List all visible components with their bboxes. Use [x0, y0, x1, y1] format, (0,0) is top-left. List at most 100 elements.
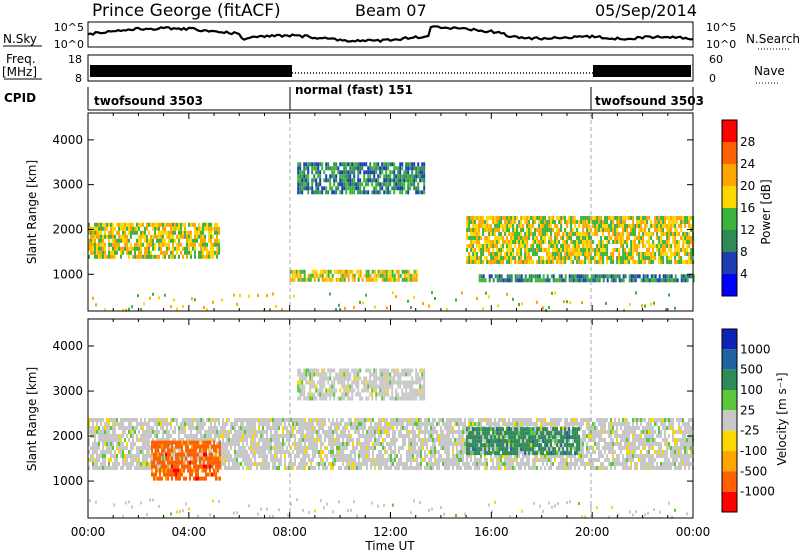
data-cell	[401, 190, 403, 194]
data-cell	[657, 278, 659, 282]
data-cell	[138, 450, 140, 454]
data-cell	[524, 422, 526, 426]
data-cell	[579, 274, 581, 278]
data-cell	[220, 426, 222, 430]
data-cell	[160, 223, 162, 227]
data-cell	[387, 162, 389, 166]
data-cell	[482, 252, 484, 256]
data-cell	[102, 466, 104, 470]
data-cell	[350, 426, 352, 430]
data-cell	[331, 190, 333, 194]
data-cell	[518, 303, 520, 306]
data-cell	[100, 255, 102, 259]
data-cell	[152, 247, 154, 251]
data-cell	[688, 232, 690, 236]
data-cell	[160, 251, 162, 255]
data-cell	[409, 166, 411, 170]
data-cell	[335, 162, 337, 166]
data-cell	[136, 231, 138, 235]
data-cell	[658, 224, 660, 228]
data-cell	[348, 442, 350, 446]
data-cell	[582, 450, 584, 454]
data-cell	[114, 434, 116, 438]
data-cell	[686, 244, 688, 248]
data-cell	[200, 239, 202, 243]
data-cell	[108, 239, 110, 243]
data-cell	[528, 224, 530, 228]
data-cell	[388, 274, 390, 278]
data-cell	[616, 236, 618, 240]
data-cell	[184, 422, 186, 426]
data-cell	[362, 454, 364, 458]
data-cell	[670, 220, 672, 224]
data-cell	[142, 434, 144, 438]
data-cell	[576, 422, 578, 426]
data-cell	[342, 442, 344, 446]
data-cell	[236, 430, 238, 434]
data-cell	[598, 216, 600, 220]
data-cell	[200, 255, 202, 259]
data-cell	[684, 220, 686, 224]
data-cell	[651, 278, 653, 282]
data-cell	[520, 418, 522, 422]
data-cell	[102, 227, 104, 231]
data-cell	[102, 223, 104, 227]
data-cell	[541, 278, 543, 282]
data-cell	[108, 418, 110, 422]
data-cell	[574, 240, 576, 244]
data-cell	[323, 186, 325, 190]
data-cell	[420, 438, 422, 442]
data-cell	[210, 426, 212, 430]
data-cell	[582, 430, 584, 434]
data-cell	[573, 278, 575, 282]
data-cell	[648, 228, 650, 232]
data-cell	[384, 458, 386, 462]
data-cell	[98, 430, 100, 434]
data-cell	[286, 450, 288, 454]
data-cell	[474, 260, 476, 264]
data-cell	[128, 227, 130, 231]
data-cell	[114, 255, 116, 259]
data-cell	[466, 462, 468, 466]
data-cell	[546, 224, 548, 228]
data-cell	[614, 240, 616, 244]
data-cell	[652, 248, 654, 252]
data-cell	[242, 450, 244, 454]
data-cell	[552, 248, 554, 252]
data-cell	[306, 430, 308, 434]
data-cell	[138, 235, 140, 239]
data-cell	[652, 232, 654, 236]
data-cell	[104, 434, 106, 438]
data-cell	[120, 235, 122, 239]
data-cell	[464, 438, 466, 442]
data-cell	[522, 422, 524, 426]
data-cell	[504, 228, 506, 232]
data-cell	[260, 434, 262, 438]
data-cell	[466, 458, 468, 462]
data-cell	[554, 236, 556, 240]
data-cell	[409, 182, 411, 186]
data-cell	[607, 278, 609, 282]
data-cell	[512, 298, 514, 301]
data-cell	[559, 278, 561, 282]
sky-noise-line	[88, 26, 693, 41]
data-cell	[574, 244, 576, 248]
data-cell	[666, 260, 668, 264]
data-cell	[142, 422, 144, 426]
data-cell	[466, 216, 468, 220]
data-cell	[562, 248, 564, 252]
data-cell	[392, 274, 394, 278]
data-cell	[490, 228, 492, 232]
cpid-label: CPID	[4, 91, 36, 105]
data-cell	[420, 462, 422, 466]
data-cell	[650, 256, 652, 260]
data-cell	[622, 244, 624, 248]
data-cell	[112, 251, 114, 255]
data-cell	[534, 240, 536, 244]
data-cell	[346, 458, 348, 462]
data-cell	[300, 434, 302, 438]
data-cell	[320, 462, 322, 466]
data-cell	[308, 454, 310, 458]
data-cell	[303, 182, 305, 186]
data-cell	[500, 236, 502, 240]
